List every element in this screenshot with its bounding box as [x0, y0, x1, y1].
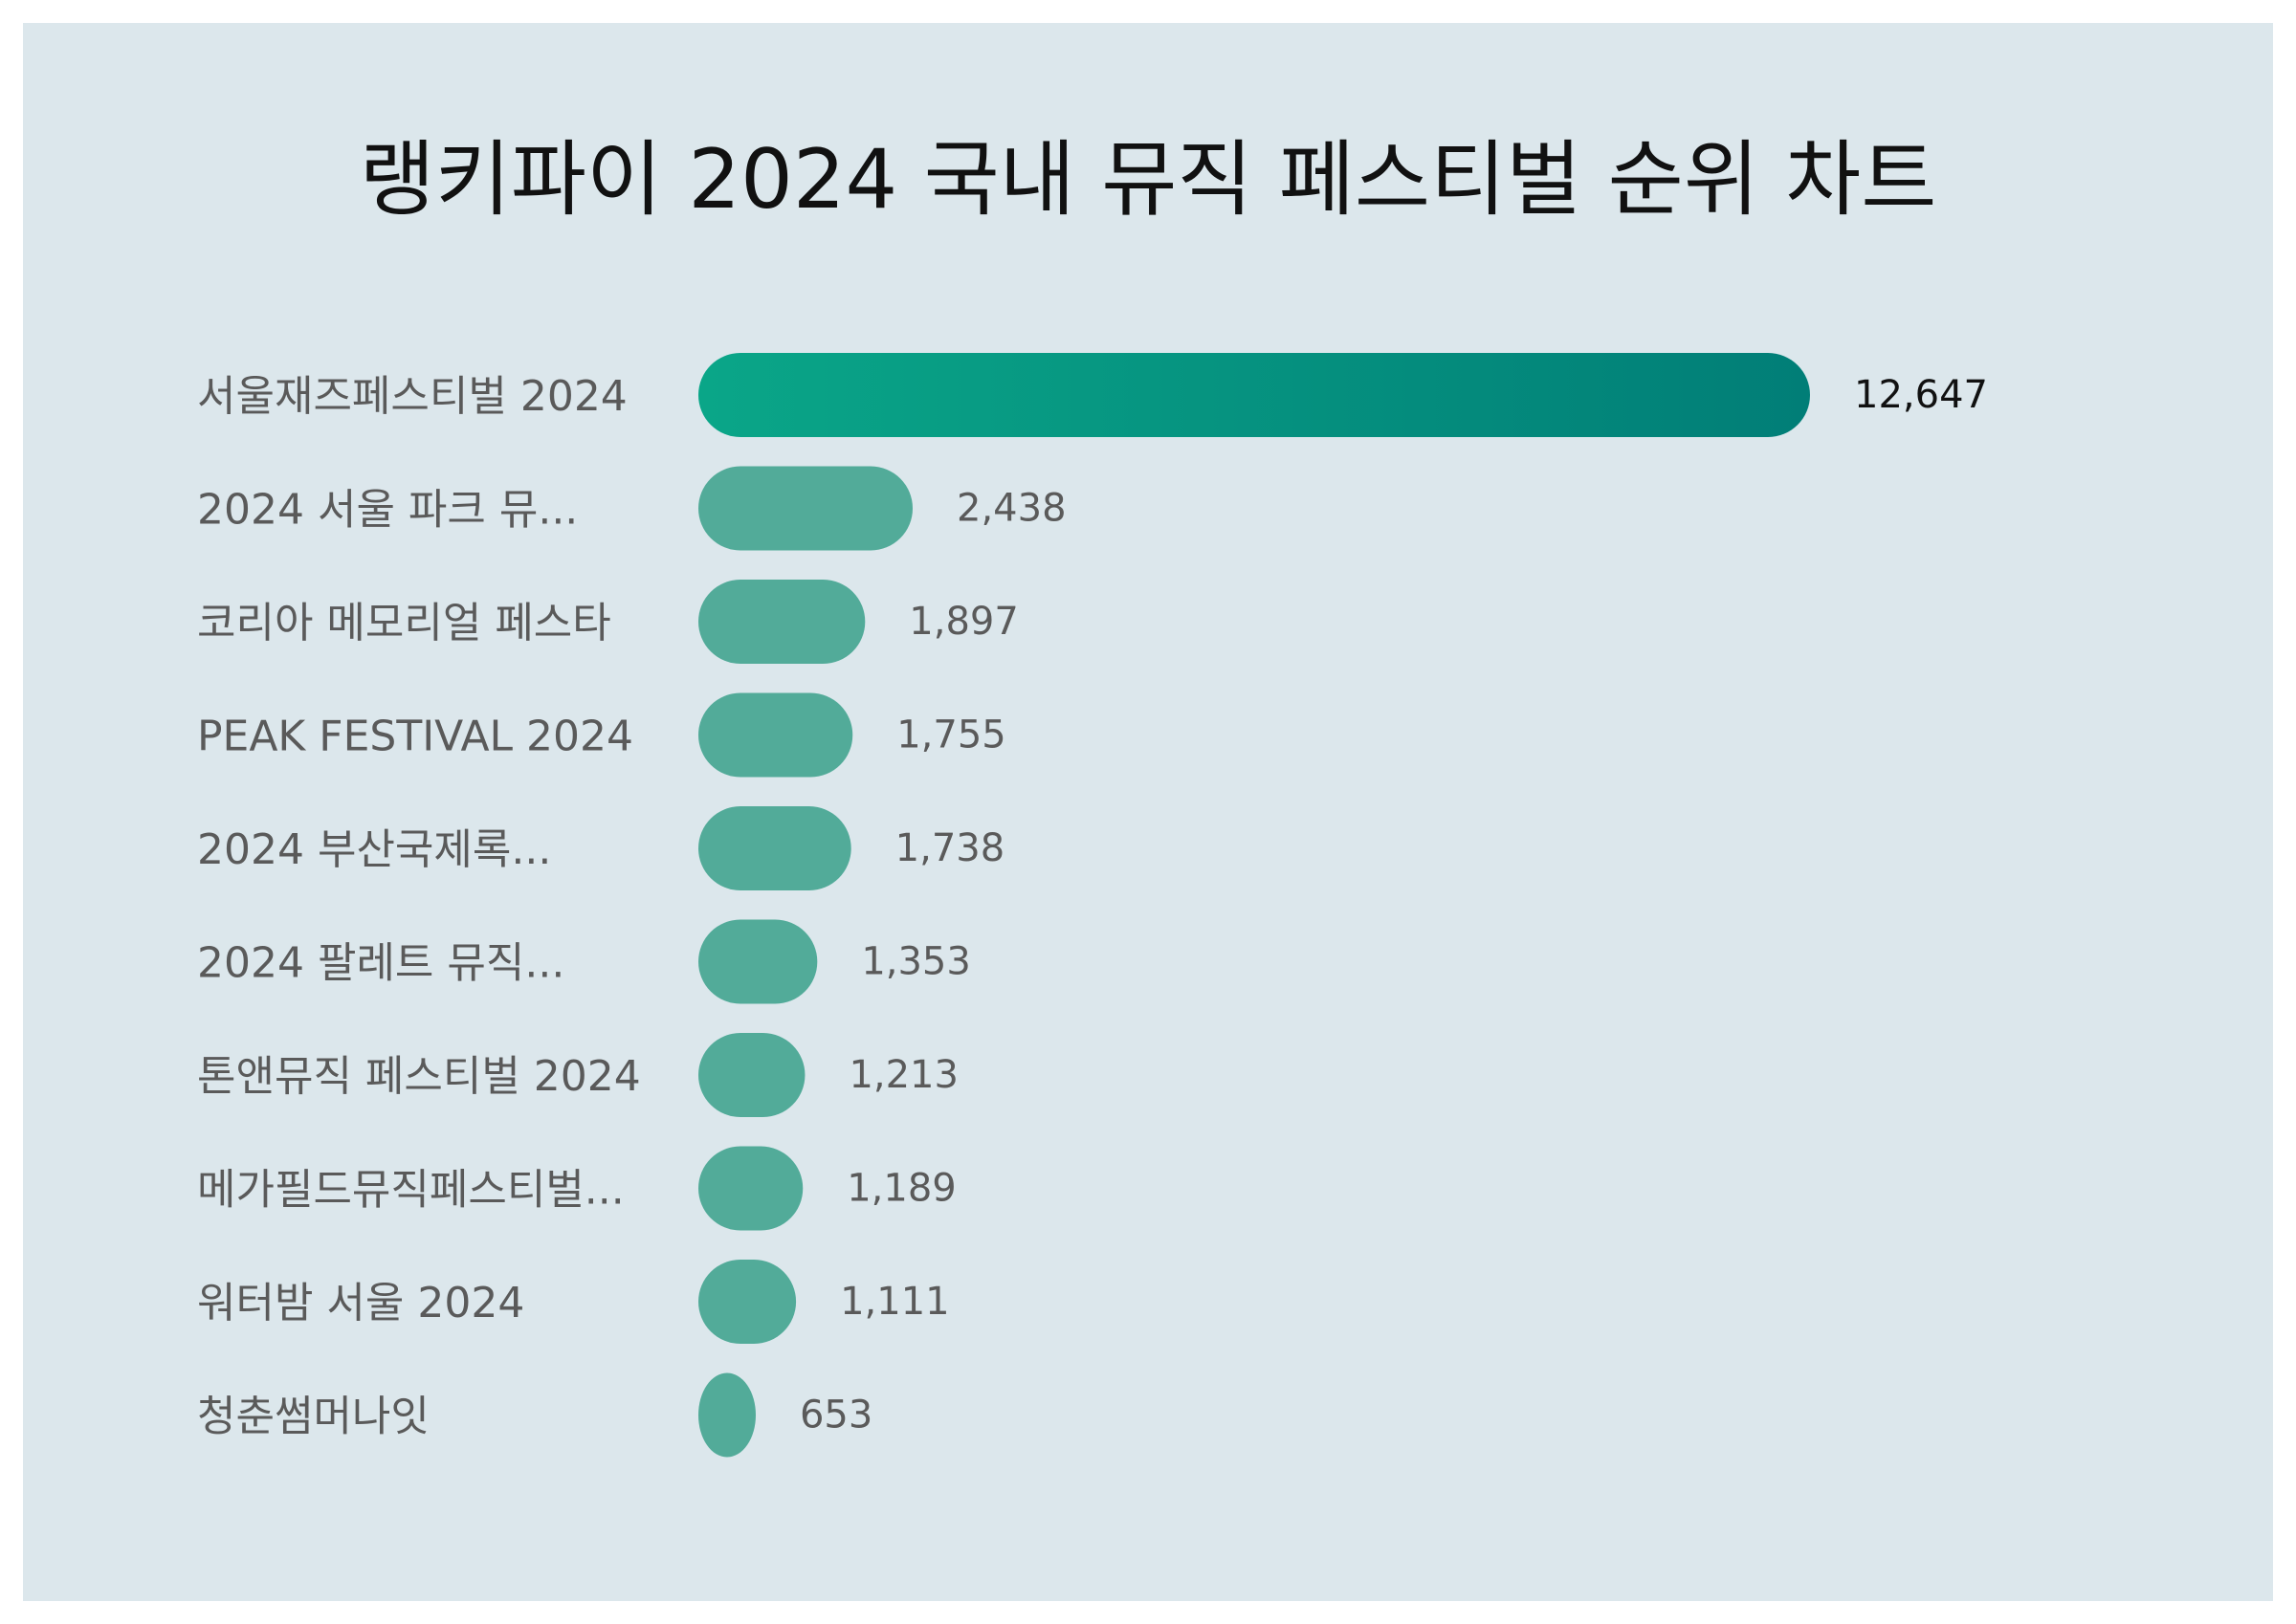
bar	[698, 353, 1810, 437]
value-label: 1,353	[861, 940, 971, 984]
bars-group: 서울재즈페스티벌 2024 12,647 2024 서울 파크 뮤... 2,438 코…	[197, 353, 1988, 1458]
value-label: 1,738	[895, 826, 1005, 870]
bar	[698, 1146, 804, 1231]
chart-title: 랭키파이 2024 국내 뮤직 페스티벌 순위 차트	[359, 132, 1937, 228]
category-label: 톤앤뮤직 페스티벌 2024	[197, 1052, 641, 1101]
category-label: 2024 서울 파크 뮤...	[197, 486, 578, 535]
category-label: 코리아 메모리얼 페스타	[197, 599, 611, 647]
bar	[698, 1033, 806, 1117]
category-label: 서울재즈페스티벌 2024	[197, 372, 628, 421]
category-label: 메가필드뮤직페스티벌...	[197, 1166, 625, 1215]
value-label: 1,213	[849, 1053, 959, 1097]
bar	[698, 1372, 756, 1458]
category-label: 2024 부산국제록...	[197, 825, 551, 874]
bar	[698, 466, 914, 551]
value-label: 2,438	[957, 487, 1067, 531]
value-label: 1,189	[847, 1167, 957, 1211]
category-label: 청춘썸머나잇	[197, 1393, 430, 1441]
category-label: 2024 팔레트 뮤직...	[197, 939, 564, 988]
value-label: 1,897	[909, 600, 1019, 644]
value-label: 653	[800, 1394, 872, 1437]
value-label: 1,111	[840, 1280, 950, 1324]
category-label: PEAK FESTIVAL 2024	[197, 713, 633, 761]
category-label: 워터밤 서울 2024	[197, 1279, 524, 1328]
bar	[698, 580, 866, 664]
bar	[698, 919, 818, 1004]
bar	[698, 1260, 797, 1344]
value-label: 1,755	[896, 713, 1006, 757]
bar	[698, 806, 851, 890]
value-label: 12,647	[1854, 373, 1988, 417]
chart-background	[23, 23, 2273, 1601]
bar	[698, 692, 853, 778]
